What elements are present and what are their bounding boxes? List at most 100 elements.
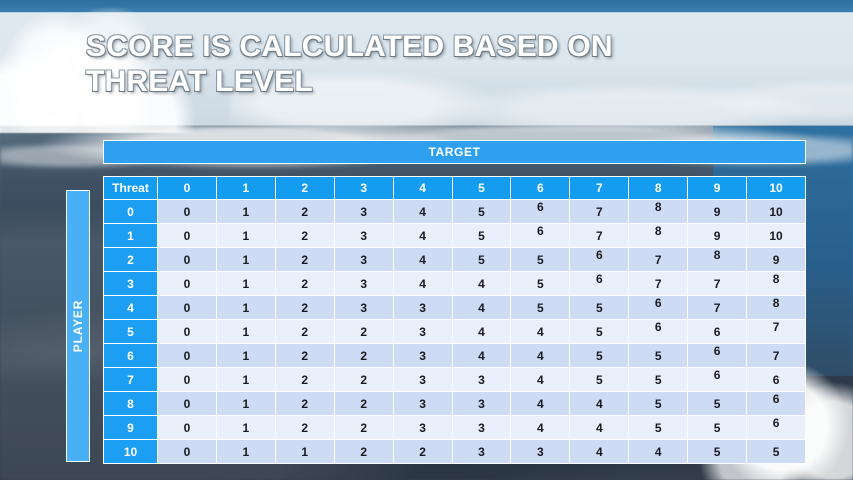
score-value: 2 <box>301 372 309 387</box>
score-cell-p6-t10: 7 <box>747 344 806 368</box>
score-value: 0 <box>183 204 191 219</box>
score-value: 2 <box>301 204 309 219</box>
score-cell-p7-t4: 3 <box>393 368 453 392</box>
score-cell-p1-t9: 9 <box>688 224 748 248</box>
score-cell-p2-t2: 2 <box>275 248 335 272</box>
score-value: 6 <box>772 372 780 387</box>
score-value: 7 <box>654 252 662 267</box>
score-cell-p9-t1: 1 <box>216 416 276 440</box>
score-cell-p6-t1: 1 <box>216 344 276 368</box>
score-cell-p8-t1: 1 <box>216 392 276 416</box>
row-header-9: 9 <box>103 416 158 440</box>
score-cell-p6-t9: 6 <box>688 344 748 368</box>
score-value: 5 <box>595 300 603 315</box>
row-header-2: 2 <box>103 248 158 272</box>
score-cell-p2-t7: 6 <box>570 248 630 272</box>
table-row: 0 0 1 2 3 4 5 6 7 8 9 10 <box>103 200 806 224</box>
target-axis-label: TARGET <box>428 145 481 159</box>
score-value: 1 <box>301 444 309 459</box>
score-cell-p3-t8: 7 <box>629 272 689 296</box>
score-cell-p1-t5: 5 <box>452 224 512 248</box>
score-cell-p0-t2: 2 <box>275 200 335 224</box>
table-row: 1 0 1 2 3 4 5 6 7 8 9 10 <box>103 224 806 248</box>
score-value: 0 <box>183 444 191 459</box>
row-header-3: 3 <box>103 272 158 296</box>
score-value: 7 <box>772 319 780 334</box>
score-value: 3 <box>419 348 426 363</box>
score-value: 10 <box>769 204 783 219</box>
column-header-3: 3 <box>334 176 394 200</box>
player-axis-label: PLAYER <box>71 299 85 353</box>
score-cell-p6-t2: 2 <box>275 344 335 368</box>
table-row: 6 0 1 2 2 3 4 4 5 5 6 7 <box>103 344 806 368</box>
score-cell-p7-t10: 6 <box>747 368 806 392</box>
score-value: 1 <box>242 396 250 411</box>
score-cell-p9-t10: 6 <box>747 416 806 440</box>
score-value: 2 <box>360 348 368 363</box>
score-value: 8 <box>772 295 780 310</box>
score-cell-p1-t10: 10 <box>747 224 806 248</box>
score-cell-p9-t8: 5 <box>629 416 689 440</box>
score-cell-p5-t8: 6 <box>629 320 689 344</box>
score-value: 3 <box>419 372 426 387</box>
score-value: 0 <box>183 300 191 315</box>
score-value: 4 <box>537 396 544 411</box>
score-value: 6 <box>654 295 662 310</box>
score-value: 8 <box>654 223 662 238</box>
score-value: 8 <box>713 247 721 262</box>
score-cell-p1-t1: 1 <box>216 224 276 248</box>
score-cell-p3-t7: 6 <box>570 272 630 296</box>
score-cell-p2-t4: 4 <box>393 248 453 272</box>
score-value: 0 <box>183 396 191 411</box>
score-value: 1 <box>242 372 250 387</box>
score-cell-p10-t3: 2 <box>334 440 394 464</box>
column-header-9: 9 <box>688 176 748 200</box>
score-cell-p2-t6: 5 <box>511 248 571 272</box>
score-value: 2 <box>360 444 368 459</box>
score-cell-p8-t10: 6 <box>747 392 806 416</box>
score-cell-p9-t2: 2 <box>275 416 335 440</box>
score-cell-p4-t9: 7 <box>688 296 748 320</box>
score-value: 0 <box>183 228 191 243</box>
score-cell-p8-t8: 5 <box>629 392 689 416</box>
page-title: SCORE IS CALCULATED BASED ON THREAT LEVE… <box>86 30 613 98</box>
score-cell-p5-t6: 4 <box>511 320 571 344</box>
score-value: 1 <box>242 420 250 435</box>
score-value: 5 <box>654 420 662 435</box>
score-value: 8 <box>772 271 780 286</box>
score-cell-p9-t0: 0 <box>158 416 217 440</box>
table-row: 5 0 1 2 2 3 4 4 5 6 6 7 <box>103 320 806 344</box>
score-cell-p2-t8: 7 <box>629 248 689 272</box>
score-value: 2 <box>301 348 309 363</box>
score-value: 0 <box>183 348 191 363</box>
score-value: 6 <box>772 415 780 430</box>
score-cell-p5-t5: 4 <box>452 320 512 344</box>
score-cell-p5-t3: 2 <box>334 320 394 344</box>
table-row: 7 0 1 2 2 3 3 4 5 5 6 6 <box>103 368 806 392</box>
score-cell-p8-t9: 5 <box>688 392 748 416</box>
score-value: 4 <box>595 420 603 435</box>
score-value: 3 <box>419 420 426 435</box>
score-value: 2 <box>301 252 309 267</box>
score-value: 2 <box>301 276 309 291</box>
score-cell-p3-t0: 0 <box>158 272 217 296</box>
score-value: 0 <box>183 372 191 387</box>
score-value: 7 <box>772 348 780 363</box>
score-cell-p1-t8: 8 <box>629 223 689 248</box>
column-header-10: 10 <box>747 176 806 200</box>
row-header-7: 7 <box>103 368 158 392</box>
row-header-0: 0 <box>103 200 158 224</box>
score-value: 7 <box>713 276 721 291</box>
score-cell-p0-t4: 4 <box>393 200 453 224</box>
score-value: 3 <box>419 324 426 339</box>
score-cell-p5-t0: 0 <box>158 320 217 344</box>
score-cell-p5-t4: 3 <box>393 320 453 344</box>
score-cell-p10-t2: 1 <box>275 440 335 464</box>
score-cell-p10-t1: 1 <box>216 440 276 464</box>
score-cell-p0-t9: 9 <box>688 200 748 224</box>
score-cell-p1-t6: 6 <box>511 224 571 248</box>
score-cell-p3-t6: 5 <box>511 272 571 296</box>
column-header-6: 6 <box>511 176 571 200</box>
score-value: 2 <box>301 228 309 243</box>
score-value: 5 <box>478 204 485 219</box>
